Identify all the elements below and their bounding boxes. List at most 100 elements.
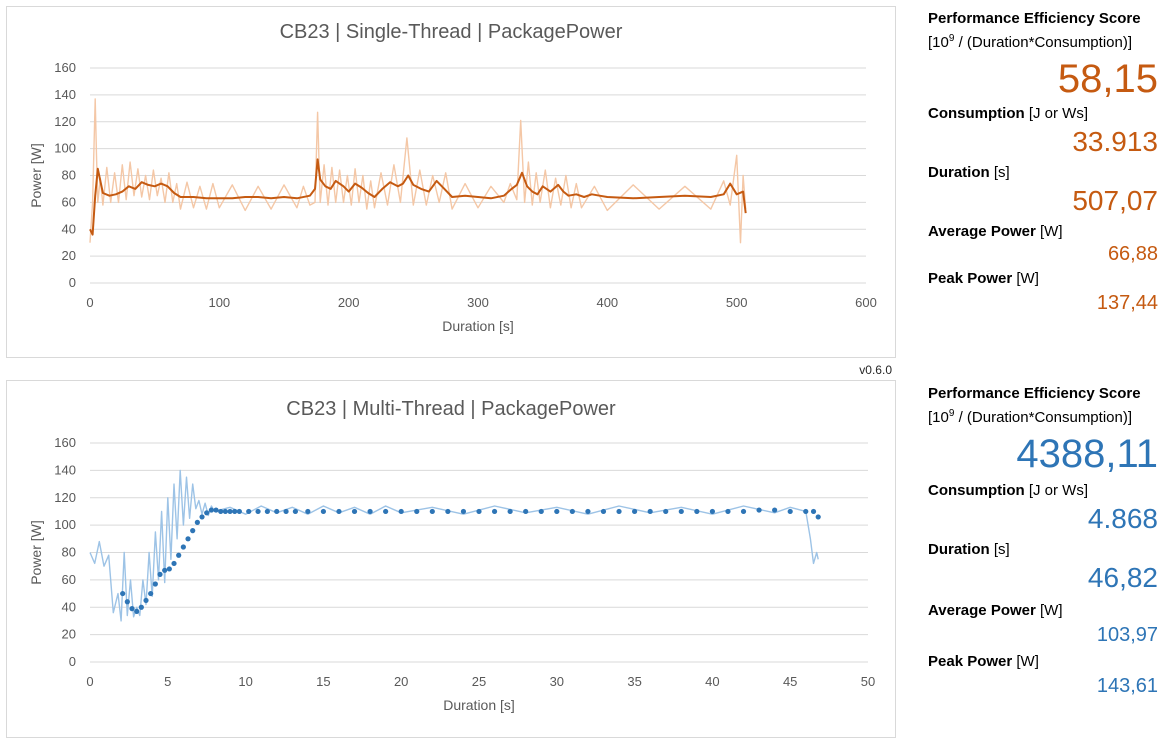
mt-score-unit: [109 / (Duration*Consumption)] [928,408,1132,426]
st-x-tick-label: 500 [726,295,748,310]
mt-y-tick-label: 100 [54,517,76,532]
mt-y-tick-label: 40 [62,599,76,614]
mt-data-point [166,566,172,572]
st-raw-series-line [89,98,747,244]
mt-data-point [213,507,219,513]
mt-duration-label: Duration [s] [928,541,1010,558]
mt-data-point [367,508,373,515]
st-score-value: 58,15 [1057,57,1158,101]
mt-data-point [678,508,684,515]
version-label: v0.6.0 [859,363,892,377]
mt-data-point [162,567,168,573]
st-y-axis-label: Power [W] [28,143,44,208]
multi-thread-chart-panel: CB23 | Multi-Thread | PackagePower 0 20 40… [6,380,896,738]
mt-data-point [180,544,186,550]
single-thread-chart: 0 20 40 60 80 100 120 140 160 0 100 200 300 400 500 600… [28,60,877,334]
mt-x-tick-label: 30 [550,674,564,689]
mt-data-point [600,508,607,515]
mt-data-point [538,508,544,515]
st-x-tick-label: 100 [208,295,230,310]
st-y-tick-label: 140 [54,87,76,102]
mt-data-point [138,604,144,610]
st-x-tick-label: 600 [855,295,877,310]
mt-data-point [756,507,762,513]
mt-consumption-label: Consumption [J or Ws] [928,482,1088,499]
mt-y-axis-label: Power [W] [28,520,44,585]
mt-data-point [414,508,420,515]
mt-data-point [246,508,252,515]
mt-data-point [398,508,404,515]
mt-data-point [725,508,731,515]
mt-data-point [445,508,451,515]
mt-y-tick-label: 140 [54,462,76,477]
mt-data-point [129,606,135,612]
mt-data-point [152,581,158,587]
st-avg-value: 66,88 [1107,243,1158,265]
mt-peak-value: 143,61 [1096,675,1158,697]
mt-data-point [787,508,793,515]
st-y-tick-label: 40 [62,221,76,236]
st-consumption-label: Consumption [J or Ws] [928,105,1088,122]
mt-data-point [218,508,224,515]
st-x-tick-label: 300 [467,295,489,310]
mt-data-point [632,508,638,515]
mt-y-tick-label: 20 [62,627,76,642]
mt-data-point [255,508,261,515]
mt-data-point [190,528,196,534]
mt-data-point [292,508,298,515]
mt-data-point [208,507,214,513]
mt-data-point [507,508,513,515]
mt-data-point [124,599,130,605]
multi-thread-chart: 0 20 40 60 80 100 120 140 160 0 5 10 15 20 25 30 35 40 45 5… [28,435,875,713]
st-y-tick-label: 100 [54,141,76,156]
mt-data-point [663,508,669,515]
st-y-tick-label: 60 [62,194,76,209]
mt-score-label: Performance Efficiency Score [928,385,1141,402]
mt-x-tick-label: 45 [783,674,797,689]
mt-data-point [460,508,467,515]
mt-data-point [569,508,575,515]
mt-data-point [616,508,622,515]
st-duration-value: 507,07 [1072,185,1158,216]
mt-data-point [709,508,716,515]
mt-data-point [523,508,529,515]
mt-y-tick-label: 0 [69,654,76,669]
mt-y-tick-label: 80 [62,545,76,560]
st-smoothed-series-line [89,158,747,236]
mt-data-point [134,608,140,614]
mt-x-tick-label: 20 [394,674,408,689]
mt-data-point [429,508,435,515]
mt-x-tick-label: 40 [705,674,719,689]
mt-data-point [647,508,653,515]
mt-data-point [264,508,270,515]
mt-data-point [283,508,289,515]
mt-data-point [185,536,191,542]
st-x-axis-label: Duration [s] [442,318,514,334]
mt-x-tick-label: 0 [86,674,93,689]
mt-data-point [171,560,177,567]
st-y-tick-label: 0 [69,275,76,290]
mt-x-tick-label: 50 [861,674,875,689]
mt-x-axis-label: Duration [s] [443,697,515,713]
multi-thread-stats: Performance Efficiency Score [109 / (Dur… [928,385,1158,698]
single-thread-chart-panel: CB23 | Single-Thread | PackagePower 0 20 4… [6,6,896,358]
mt-y-tick-label: 160 [54,435,76,450]
mt-data-point [810,508,817,515]
mt-data-point [320,508,326,515]
mt-x-tick-label: 5 [164,674,171,689]
single-thread-stats: Performance Efficiency Score [109 / (Dur… [928,10,1158,315]
mt-avg-value: 103,97 [1096,624,1158,646]
mt-data-point [222,508,228,515]
mt-data-point [585,508,591,515]
mt-consumption-value: 4.868 [1087,503,1158,534]
mt-duration-value: 46,82 [1087,562,1158,593]
mt-x-tick-label: 15 [316,674,330,689]
mt-data-point [232,508,238,515]
mt-data-point [694,508,700,515]
st-y-tick-label: 80 [62,168,76,183]
mt-data-point [336,508,342,515]
mt-data-point [772,507,778,513]
st-consumption-value: 33.913 [1072,126,1158,157]
mt-data-point [227,508,233,515]
mt-data-point [176,552,182,558]
